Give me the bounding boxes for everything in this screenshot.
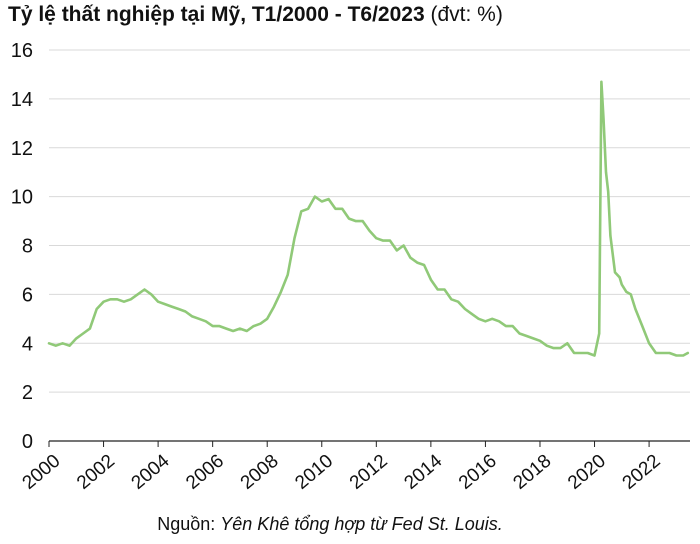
chart-title-unit: (đvt: %) — [424, 3, 503, 26]
source-text: Yên Khê tổng hợp từ Fed St. Louis. — [220, 514, 503, 534]
y-tick-label: 12 — [11, 138, 33, 160]
y-axis-ticks: 0 2 4 6 8 10 12 14 16 — [11, 40, 33, 453]
y-tick-label: 2 — [22, 382, 33, 404]
y-tick-label: 8 — [22, 236, 33, 258]
y-tick-label: 14 — [11, 89, 33, 111]
x-tick-label: 2022 — [619, 451, 665, 494]
x-axis-ticks: 2000 2002 2004 2006 2008 2010 2012 2014 2016 2018… — [19, 441, 665, 494]
series-unemployment-rate — [47, 80, 690, 357]
x-tick-label: 2020 — [564, 451, 610, 494]
y-tick-label: 4 — [22, 333, 33, 355]
x-tick-label: 2010 — [291, 451, 337, 494]
x-tick-label: 2018 — [510, 451, 556, 494]
x-tick-label: 2004 — [128, 450, 174, 494]
y-tick-label: 10 — [11, 187, 33, 209]
y-tick-label: 0 — [22, 431, 33, 453]
y-tick-label: 16 — [11, 40, 33, 62]
x-tick-label: 2000 — [19, 451, 65, 494]
source-note: Nguồn: Yên Khê tổng hợp từ Fed St. Louis… — [0, 514, 660, 535]
chart-title: Tỷ lệ thất nghiệp tại Mỹ, T1/2000 - T6/2… — [8, 3, 503, 27]
x-tick-label: 2016 — [455, 451, 501, 494]
source-prefix: Nguồn: — [157, 514, 221, 534]
series-line-unemployment — [47, 80, 690, 357]
x-tick-label: 2012 — [346, 451, 392, 494]
x-tick-label: 2006 — [182, 451, 228, 494]
chart-title-main: Tỷ lệ thất nghiệp tại Mỹ, T1/2000 - T6/2… — [8, 3, 425, 26]
y-tick-label: 6 — [22, 284, 33, 306]
x-tick-label: 2002 — [73, 451, 119, 494]
x-tick-label: 2008 — [237, 451, 283, 494]
gridlines — [49, 49, 690, 442]
x-tick-label: 2014 — [400, 450, 446, 494]
